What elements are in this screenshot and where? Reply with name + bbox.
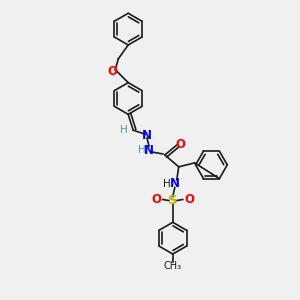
Text: O: O (184, 193, 195, 206)
Text: H: H (163, 179, 171, 189)
Text: O: O (176, 138, 186, 151)
Text: O: O (151, 193, 161, 206)
Text: H: H (120, 125, 128, 135)
Text: S: S (168, 194, 178, 207)
Text: O: O (107, 65, 117, 78)
Text: N: N (170, 177, 180, 190)
Text: N: N (142, 129, 152, 142)
Text: N: N (144, 143, 154, 157)
Text: H: H (138, 145, 146, 155)
Text: CH₃: CH₃ (164, 261, 182, 271)
